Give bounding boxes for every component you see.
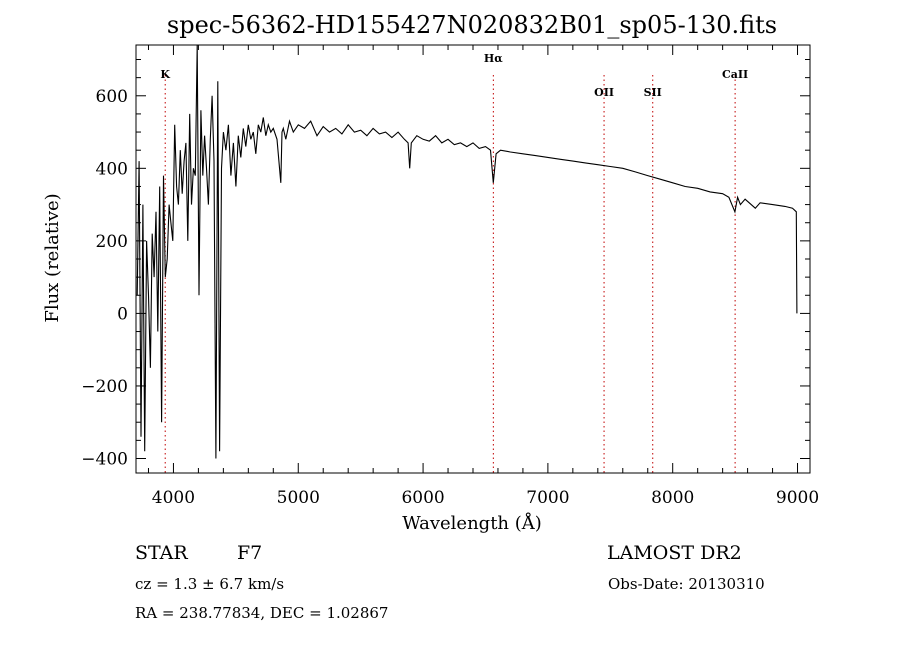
x-tick-label: 6000 xyxy=(401,488,444,508)
x-tick-label: 9000 xyxy=(776,488,819,508)
spectrum-line xyxy=(136,44,798,459)
y-tick-label: −400 xyxy=(81,449,128,469)
y-tick-label: 600 xyxy=(96,87,128,107)
y-tick-label: 400 xyxy=(96,159,128,179)
y-tick-label: 200 xyxy=(96,232,128,252)
spectral-line-label: Hα xyxy=(484,52,503,65)
spectral-line-label: CaII xyxy=(722,68,748,81)
chart-title: spec-56362-HD155427N020832B01_sp05-130.f… xyxy=(167,11,777,39)
spectral-line-label: SII xyxy=(644,86,662,99)
spectral-line-label: K xyxy=(160,68,170,81)
redshift-label: cz = 1.3 ± 6.7 km/s xyxy=(135,575,285,593)
x-axis-label: Wavelength (Å) xyxy=(402,512,542,534)
spectral-subclass-label: F7 xyxy=(237,542,263,564)
x-tick-label: 5000 xyxy=(277,488,320,508)
plot-frame xyxy=(135,44,811,474)
spectral-line-label: OII xyxy=(594,86,614,99)
obs-date-label: Obs-Date: 20130310 xyxy=(608,575,765,593)
x-tick-label: 7000 xyxy=(526,488,569,508)
object-type-label: STAR xyxy=(135,542,188,564)
y-axis-label: Flux (relative) xyxy=(42,193,63,322)
survey-label: LAMOST DR2 xyxy=(607,542,742,564)
x-tick-label: 4000 xyxy=(152,488,195,508)
coordinates-label: RA = 238.77834, DEC = 1.02867 xyxy=(135,604,389,622)
x-tick-label: 8000 xyxy=(651,488,694,508)
y-tick-label: −200 xyxy=(81,377,128,397)
y-tick-label: 0 xyxy=(117,304,128,324)
